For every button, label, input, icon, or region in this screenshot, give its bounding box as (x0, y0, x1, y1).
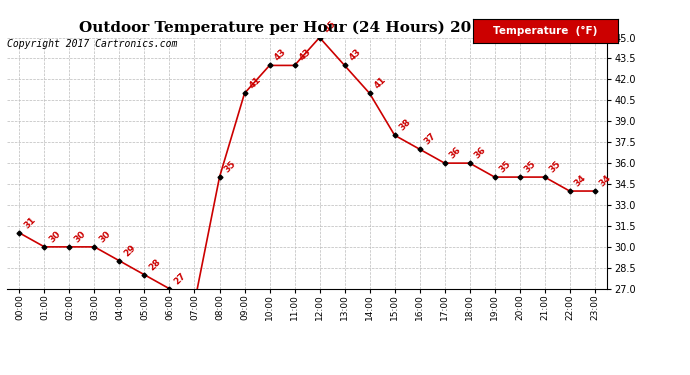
Text: 28: 28 (147, 257, 162, 272)
Text: 30: 30 (47, 229, 62, 244)
Text: Copyright 2017 Cartronics.com: Copyright 2017 Cartronics.com (7, 39, 177, 50)
Text: 36: 36 (473, 145, 488, 160)
Text: 43: 43 (347, 47, 363, 63)
Text: 31: 31 (22, 215, 37, 230)
Text: 36: 36 (447, 145, 462, 160)
Text: 27: 27 (172, 271, 188, 286)
Text: 35: 35 (522, 159, 538, 174)
Text: 41: 41 (247, 75, 263, 90)
Text: 37: 37 (422, 131, 437, 146)
Text: 35: 35 (497, 159, 513, 174)
Text: 35: 35 (222, 159, 237, 174)
Text: 30: 30 (72, 229, 88, 244)
Text: 41: 41 (373, 75, 388, 90)
Text: 30: 30 (97, 229, 112, 244)
Text: 43: 43 (273, 47, 288, 63)
Text: 34: 34 (598, 173, 613, 188)
Text: Temperature  (°F): Temperature (°F) (493, 26, 598, 36)
Title: Outdoor Temperature per Hour (24 Hours) 20171113: Outdoor Temperature per Hour (24 Hours) … (79, 21, 535, 35)
Text: 43: 43 (297, 47, 313, 63)
Text: 34: 34 (573, 173, 588, 188)
Text: 45: 45 (322, 20, 337, 35)
Text: 38: 38 (397, 117, 413, 132)
Text: 26: 26 (0, 374, 1, 375)
Text: 35: 35 (547, 159, 562, 174)
Text: 29: 29 (122, 243, 137, 258)
